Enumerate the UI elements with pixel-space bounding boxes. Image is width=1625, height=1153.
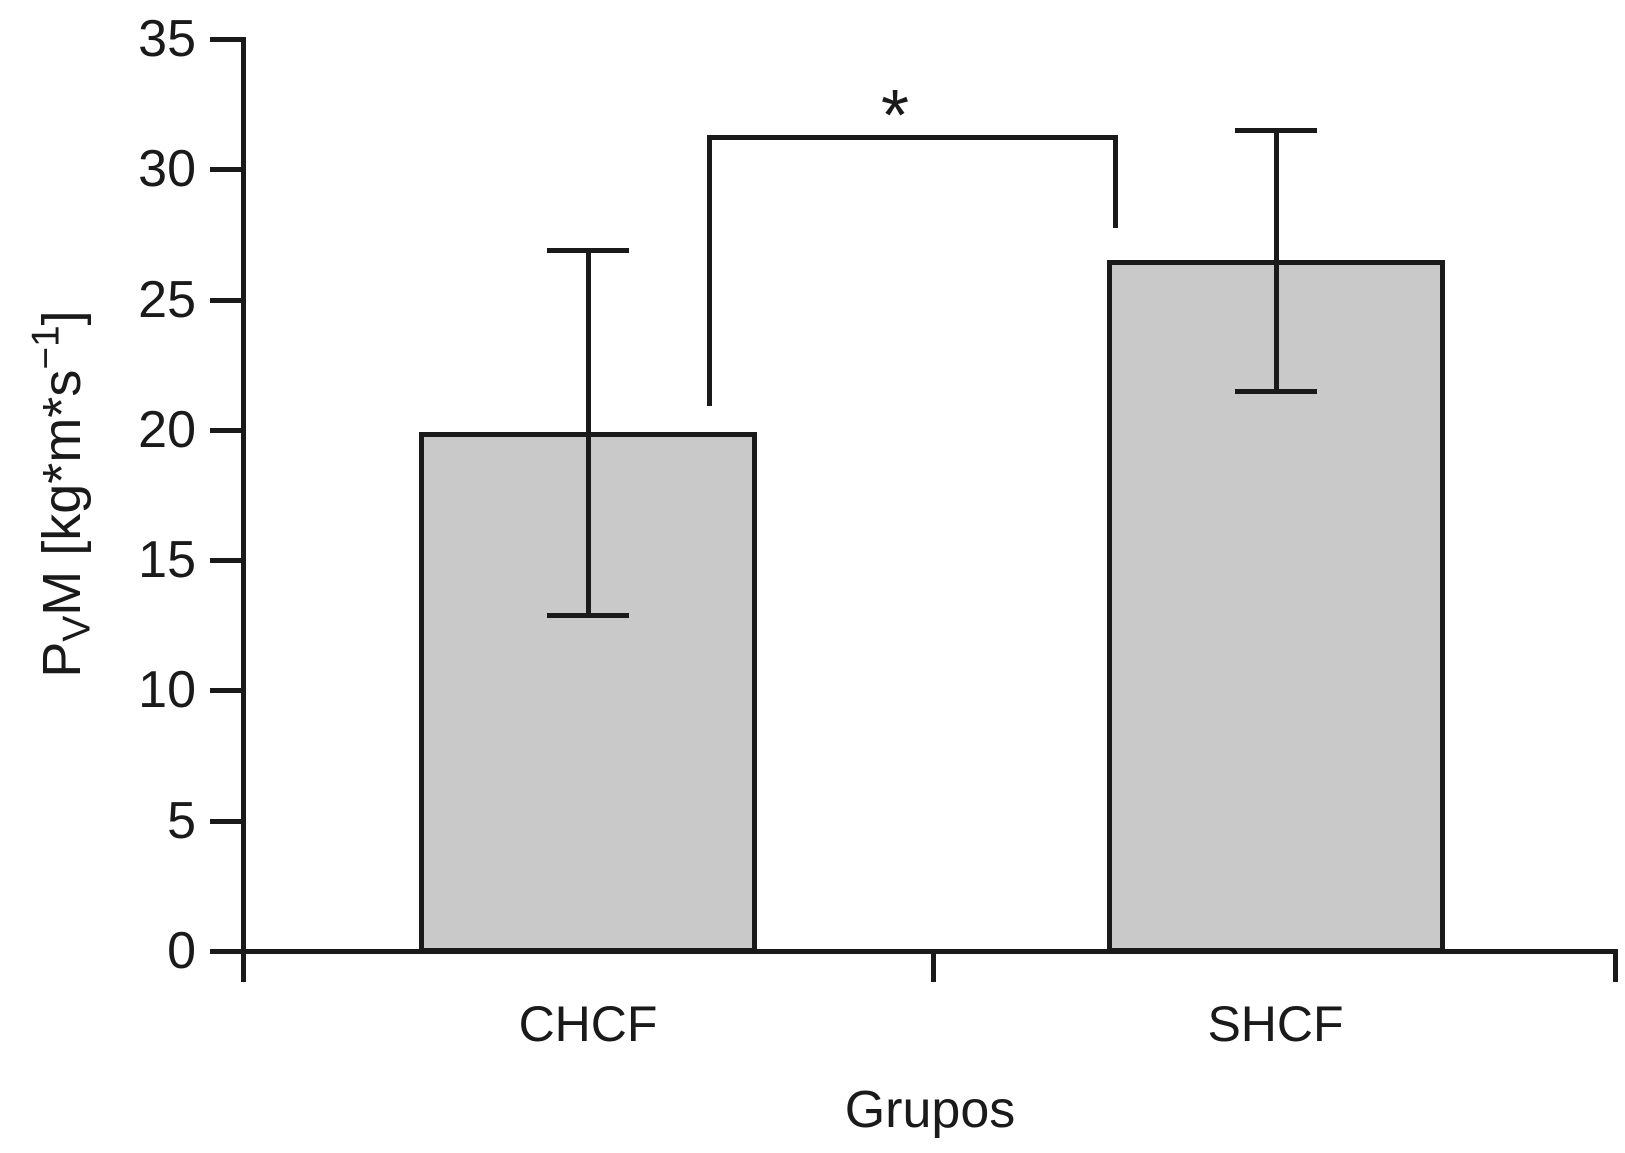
error-bar-line-shcf: [1273, 130, 1279, 391]
y-axis-tick: [210, 688, 243, 694]
y-axis-tick-label: 20: [138, 400, 196, 459]
y-axis-tick-label: 35: [138, 10, 196, 68]
y-axis-tick: [210, 558, 243, 564]
error-bar-cap-top-shcf: [1234, 128, 1317, 134]
y-axis-line: [241, 37, 246, 982]
y-axis-tick: [210, 818, 243, 824]
x-axis-category-label-chcf: CHCF: [518, 996, 658, 1052]
error-bar-cap-bottom-chcf: [547, 612, 629, 618]
y-axis-tick: [210, 37, 243, 42]
significance-bracket-right-arm: [1113, 134, 1118, 228]
y-axis-tick-label: 0: [167, 922, 196, 980]
significance-asterisk: *: [880, 76, 910, 156]
significance-bracket-horizontal: [707, 134, 1118, 140]
error-bar-cap-top-chcf: [547, 248, 629, 254]
x-axis-title: Grupos: [844, 1081, 1016, 1139]
x-axis-category-label-shcf: SHCF: [1207, 996, 1344, 1052]
y-axis-tick: [210, 167, 243, 173]
x-axis-line: [210, 949, 1618, 954]
significance-bracket-left-arm: [707, 134, 712, 407]
error-bar-line-chcf: [586, 250, 591, 615]
x-axis-tick-mid: [931, 951, 936, 982]
y-axis-tick-label: 30: [138, 140, 196, 199]
error-bar-cap-bottom-shcf: [1234, 388, 1317, 394]
y-axis-tick: [210, 949, 243, 954]
y-axis-tick-label: 15: [138, 531, 196, 590]
y-axis-tick-label: 25: [138, 270, 196, 329]
y-axis-tick-label: 5: [167, 791, 196, 850]
y-axis-tick: [210, 297, 243, 303]
y-axis-tick-label: 10: [138, 661, 196, 720]
x-axis-tick-end: [1613, 951, 1618, 982]
y-axis-tick: [210, 427, 243, 433]
